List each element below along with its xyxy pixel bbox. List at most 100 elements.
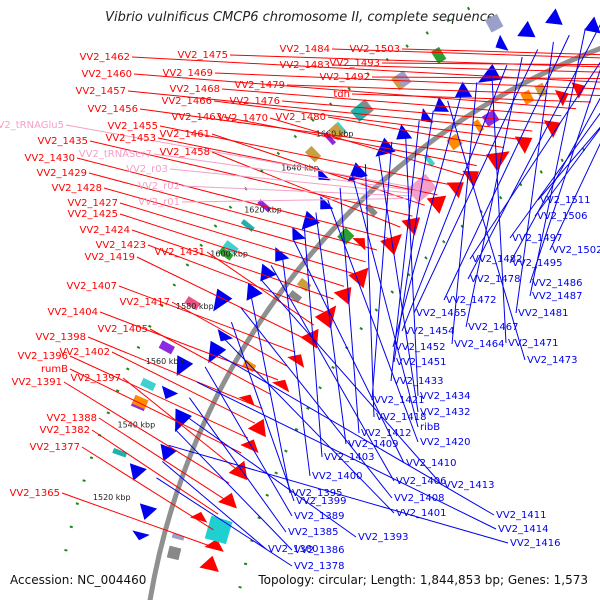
leader-line (174, 428, 293, 551)
feature-block (360, 99, 374, 114)
feature-block (304, 145, 322, 163)
gene-label: VV2_1481 (518, 308, 569, 319)
gene-label: VV2_1462 (80, 52, 131, 63)
leader-line (509, 112, 600, 239)
gene-label: VV2_1391 (12, 377, 63, 388)
gene-label: VV2_1497 (512, 233, 563, 244)
reverse-gene-arrow (176, 355, 194, 376)
gene-label: VV2_1456 (88, 104, 139, 115)
feature-block (337, 227, 355, 245)
reverse-gene-arrow (420, 108, 434, 123)
gene-label: VV2_1460 (82, 69, 133, 80)
leader-line (286, 84, 600, 96)
leader-line (159, 125, 451, 186)
gene-label: VV2_1399 (296, 496, 347, 507)
leader-line (331, 64, 600, 73)
gene-label: VV2_1412 (361, 428, 412, 439)
leader-line (211, 133, 425, 206)
gene-label: VV2_1492 (320, 72, 371, 83)
reverse-gene-arrow (517, 20, 536, 38)
leader-line (447, 100, 526, 361)
forward-gene-arrow (247, 418, 266, 438)
gene-label: VV2_1408 (394, 493, 445, 504)
feature-block (140, 377, 157, 391)
leader-line (196, 381, 497, 530)
reverse-gene-arrow (161, 385, 179, 400)
feature-block (423, 154, 436, 167)
forward-gene-arrow (189, 511, 208, 523)
gene-label: VV2_1435 (38, 136, 89, 147)
gene-label: VV2_1458 (160, 147, 211, 158)
gene-label: VV2_1482 (472, 254, 523, 265)
feature-block (391, 74, 406, 91)
leader-line (537, 126, 600, 201)
leader-line (169, 168, 417, 195)
leader-line (392, 91, 463, 348)
reverse-gene-arrow (132, 530, 150, 541)
gene-label: VV2_r02 (138, 181, 180, 192)
gene-label: VV2_1465 (416, 308, 467, 319)
gene-label: VV2_1413 (444, 480, 495, 491)
leader-line (281, 251, 311, 477)
leader-line (136, 256, 305, 339)
leader-line (451, 82, 478, 345)
leader-line (99, 311, 279, 381)
gene-label: VV2_1377 (30, 442, 81, 453)
gene-label: VV2_1469 (163, 68, 214, 79)
reverse-gene-arrow (292, 226, 306, 241)
leader-line (331, 48, 600, 59)
leader-line (153, 153, 420, 192)
reverse-gene-arrow (139, 503, 158, 521)
leader-line (327, 199, 419, 443)
leader-line (81, 446, 214, 531)
gene-label: VV2_1493 (330, 58, 381, 69)
gene-label: VV2_1454 (404, 326, 455, 337)
gene-label: VV2_1483 (280, 60, 331, 71)
leader-line (127, 90, 533, 132)
forward-gene-arrow (271, 379, 290, 393)
leader-line (147, 244, 324, 313)
leader-line (469, 61, 600, 260)
leader-lines (61, 24, 600, 567)
leader-line (364, 164, 375, 418)
gene-label: VV2_1433 (393, 376, 444, 387)
reverse-gene-arrow (396, 124, 413, 140)
feature-block (204, 515, 233, 545)
leader-line (381, 62, 600, 66)
leader-line (131, 229, 334, 300)
gene-label: VV2_1480 (276, 112, 327, 123)
forward-gene-arrow (486, 151, 510, 172)
gene-label: VV2_1416 (510, 538, 561, 549)
position-label: 1660 kbp (316, 129, 354, 138)
position-label: 1640 kbp (281, 164, 319, 173)
gene-label: VV2_1420 (420, 437, 471, 448)
leader-line (327, 116, 505, 149)
gene-label: VV2_1409 (348, 439, 399, 450)
feature-block (184, 296, 201, 311)
forward-gene-arrow (333, 287, 352, 306)
gene-label: VV2_1451 (396, 357, 447, 368)
leader-line (303, 225, 323, 458)
leader-line (118, 285, 296, 353)
leader-line (339, 187, 360, 434)
forward-gene-arrow (240, 439, 259, 454)
leader-line (168, 444, 509, 544)
gene-label: VV2_tRNASer7 (79, 149, 152, 160)
leader-line (61, 492, 210, 547)
gene-label: VV2_1382 (40, 425, 91, 436)
gene-label: VV2_1503 (350, 44, 401, 55)
feature-block (484, 13, 504, 33)
reverse-gene-arrow (260, 263, 277, 282)
feature-block (240, 219, 255, 232)
gene-label: VV2_1400 (312, 471, 363, 482)
forward-gene-arrow (352, 238, 366, 251)
feature-block (430, 46, 447, 64)
gene-label: VV2_1468 (170, 84, 221, 95)
gene-label: VV2_1463 (172, 112, 223, 123)
feature-block (395, 70, 412, 88)
reverse-gene-arrow (495, 34, 509, 51)
leader-line (315, 212, 347, 445)
gene-label: VV2_1402 (60, 347, 111, 358)
position-ticks: 1520 kbp 1540 kbp 1560 kbp 1580 kbp 1600 kbp… (64, 0, 600, 589)
